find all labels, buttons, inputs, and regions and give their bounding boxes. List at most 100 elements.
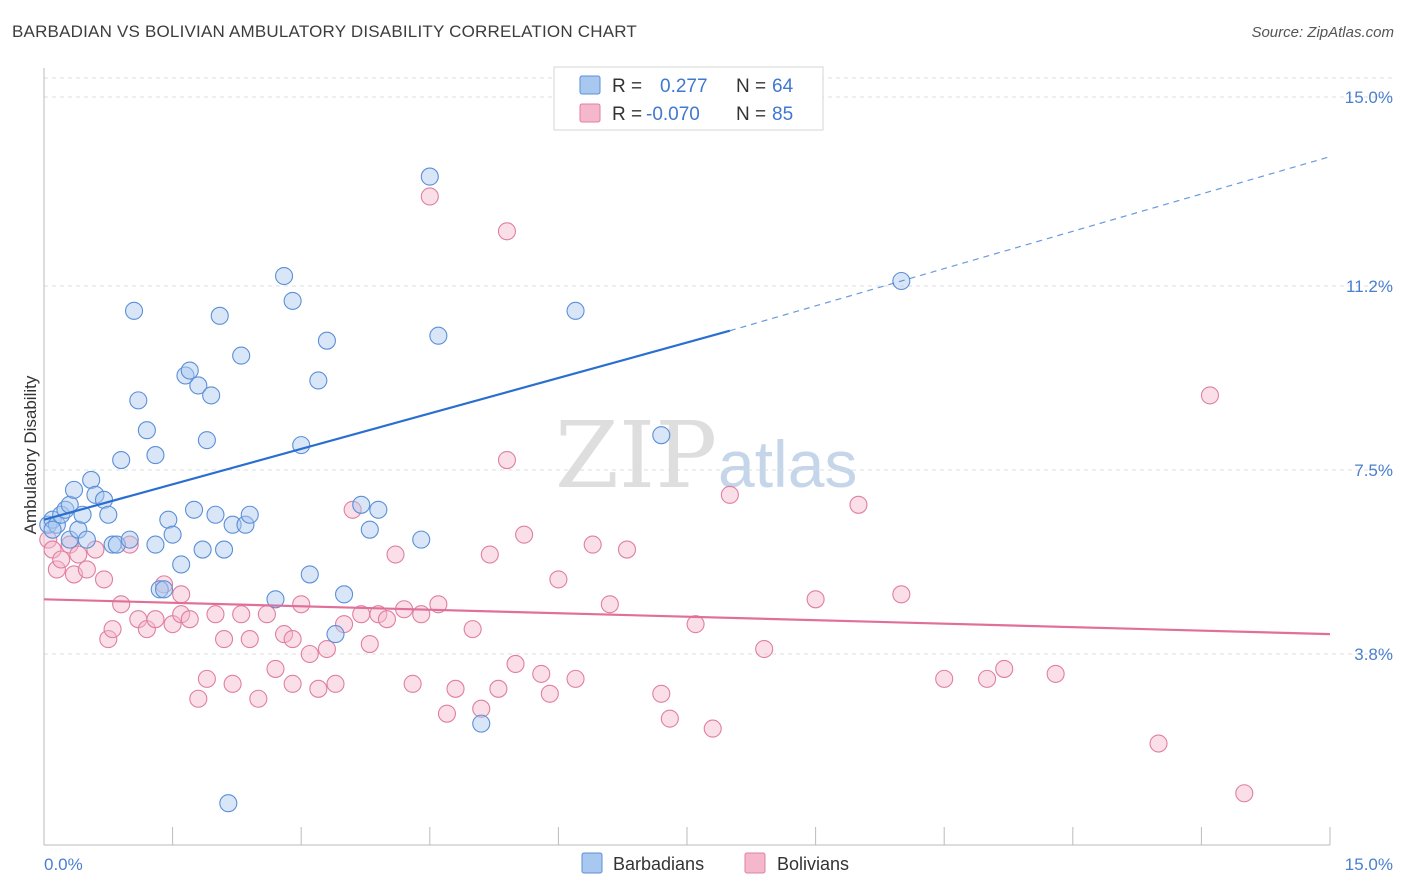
barbadian-point-59	[472, 714, 491, 733]
barbadian-point-45	[275, 266, 294, 286]
barbadian-point-60	[566, 301, 585, 320]
bolivian-point-72	[806, 590, 825, 609]
bolivian-point-68	[686, 615, 705, 634]
bolivian-point-81	[1235, 784, 1254, 803]
bolivian-point-6	[69, 545, 88, 564]
barbadians-trend-line	[43, 329, 731, 521]
barbadian-point-26	[159, 510, 178, 529]
watermark-zip: ZIP	[555, 402, 717, 509]
barbadian-point-25	[154, 580, 174, 599]
bolivian-point-65	[617, 540, 637, 559]
bolivian-point-31	[275, 625, 294, 644]
bolivian-point-27	[240, 630, 259, 649]
trend-lines	[43, 156, 1331, 636]
barbadian-point-7	[64, 480, 84, 499]
bolivians-trend-line	[43, 598, 1331, 636]
bolivian-point-12	[112, 595, 131, 614]
bolivian-point-30	[266, 659, 285, 678]
barbadian-point-50	[317, 331, 336, 350]
x-tick-label-0: 0.0%	[44, 855, 83, 874]
bolivian-point-7	[77, 560, 96, 579]
barbadian-point-53	[352, 495, 371, 514]
bolivian-point-51	[446, 679, 465, 698]
bolivian-point-74	[892, 585, 911, 604]
barbadian-point-27	[163, 525, 182, 544]
bottom-legend: Barbadians Bolivians	[581, 852, 849, 874]
barbadian-point-36	[206, 505, 225, 524]
bolivian-point-2	[47, 560, 66, 579]
barbadian-point-35	[202, 386, 221, 405]
legend-n-label-1: N =	[736, 76, 766, 97]
bolivian-point-28	[249, 689, 268, 708]
gridlines	[44, 77, 1392, 655]
bolivian-point-83	[283, 674, 302, 693]
bolivian-point-10	[99, 630, 118, 649]
bolivian-point-55	[489, 679, 508, 698]
bolivian-point-32	[283, 630, 302, 649]
y-tick-label-1: 7.5%	[1354, 461, 1393, 480]
barbadian-point-32	[189, 376, 208, 395]
bolivian-point-20	[180, 610, 199, 629]
legend-swatch-blue	[579, 75, 601, 95]
bolivian-point-3	[52, 550, 71, 569]
bolivian-point-42	[369, 605, 388, 624]
bolivian-point-56	[497, 222, 517, 241]
barbadian-point-20	[129, 391, 148, 410]
bolivian-point-76	[978, 669, 997, 688]
bolivian-point-80	[1200, 386, 1220, 405]
bolivian-point-46	[403, 674, 422, 693]
barbadian-point-21	[137, 421, 156, 440]
bolivian-point-79	[1149, 734, 1168, 753]
barbadian-point-56	[412, 530, 431, 549]
bolivian-point-21	[189, 689, 208, 708]
axes	[43, 68, 1331, 846]
legend-r-label-2: R =	[612, 104, 642, 125]
bolivian-point-9	[94, 570, 114, 589]
barbadian-point-40	[223, 515, 242, 534]
barbadian-point-30	[180, 361, 199, 380]
barbadian-point-51	[326, 625, 345, 644]
legend-n-label-2: N =	[736, 104, 766, 125]
source-credit: Source: ZipAtlas.com	[1251, 24, 1394, 41]
barbadian-point-31	[184, 500, 204, 519]
bolivian-point-24	[214, 630, 234, 649]
bolivian-point-64	[600, 595, 619, 614]
bolivian-point-54	[480, 545, 499, 564]
barbadian-point-34	[197, 431, 216, 450]
bolivian-point-53	[472, 699, 491, 718]
bolivian-point-25	[223, 674, 242, 693]
barbadian-point-43	[240, 505, 259, 524]
barbadian-point-22	[146, 446, 165, 465]
y-tick-label-2: 11.2%	[1346, 277, 1393, 296]
bolivian-point-11	[103, 620, 122, 639]
barbadian-point-49	[309, 371, 328, 390]
barbadian-point-48	[300, 565, 319, 584]
y-tick-label-0: 3.8%	[1354, 645, 1393, 664]
barbadian-point-37	[210, 306, 229, 325]
bolivian-point-29	[257, 605, 276, 624]
y-tick-label-3: 15.0%	[1345, 88, 1393, 107]
barbadian-point-12	[86, 485, 105, 504]
bolivian-point-33	[292, 595, 311, 614]
bottom-legend-barbadians: Barbadians	[613, 854, 704, 874]
bolivian-point-48	[420, 187, 439, 206]
barbadian-point-10	[77, 530, 96, 549]
barbadian-point-63	[43, 520, 62, 539]
bolivian-point-77	[995, 659, 1014, 678]
bolivian-point-59	[532, 664, 551, 683]
bolivian-point-67	[660, 709, 679, 728]
bolivian-point-43	[377, 610, 396, 629]
bolivian-point-71	[755, 639, 774, 659]
watermark-atlas: atlas	[718, 427, 857, 501]
chart-title: BARBADIAN VS BOLIVIAN AMBULATORY DISABIL…	[12, 22, 638, 41]
bolivian-point-58	[515, 525, 534, 544]
barbadian-point-55	[369, 500, 388, 519]
barbadian-point-57	[420, 167, 439, 186]
bolivian-point-57	[506, 654, 525, 673]
barbadian-point-24	[150, 580, 169, 599]
legend-r-value-1: 0.277	[660, 76, 708, 97]
bolivians-points	[39, 187, 1254, 803]
bolivian-point-34	[300, 644, 319, 664]
legend-n-value-1: 64	[772, 76, 794, 97]
bolivian-point-61	[549, 570, 568, 589]
